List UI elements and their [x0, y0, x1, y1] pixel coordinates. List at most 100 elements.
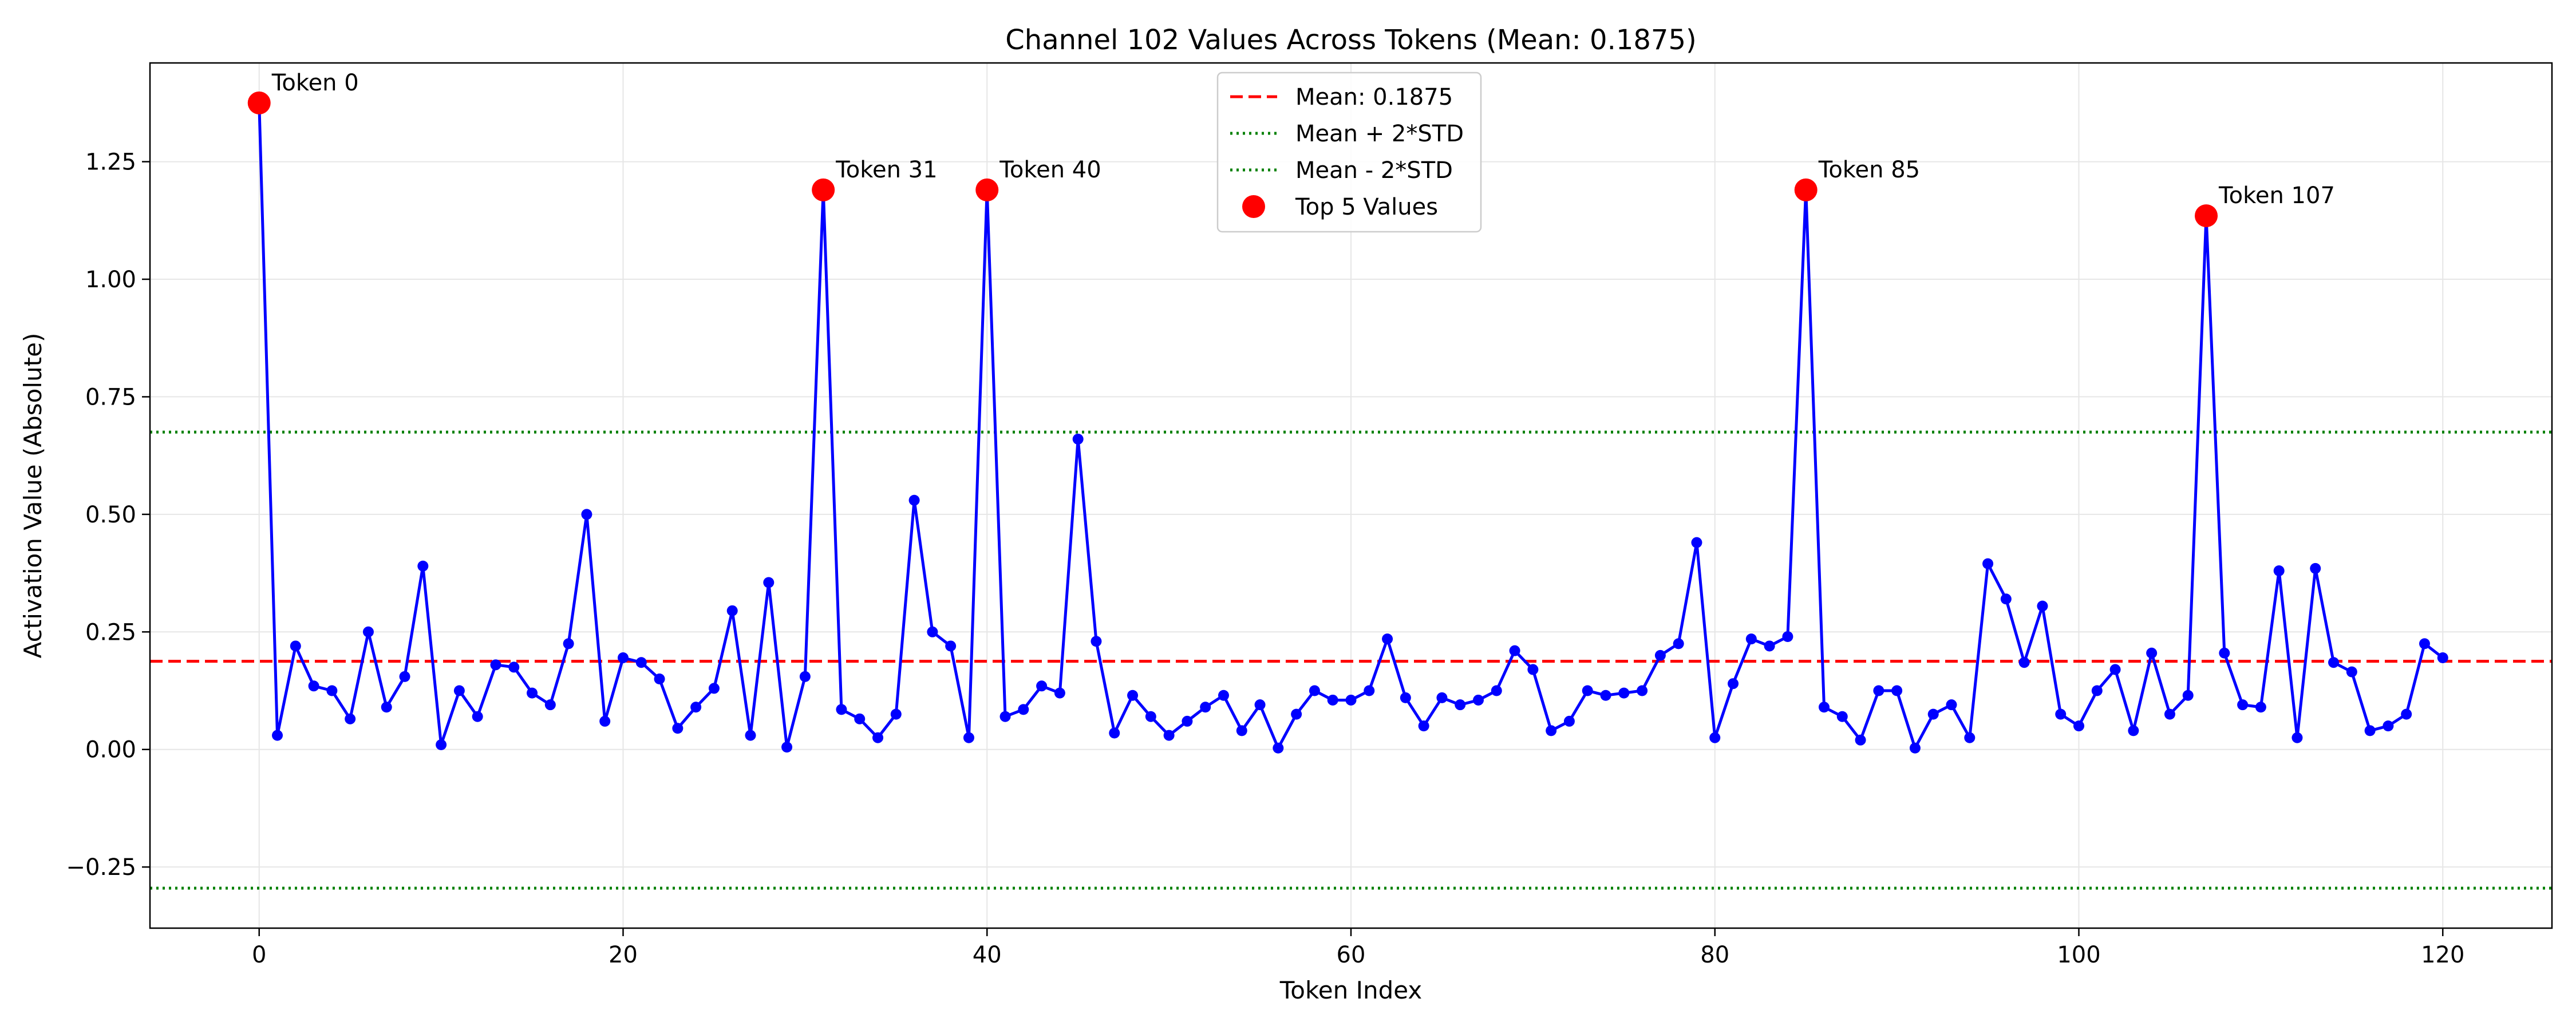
data-point [345, 713, 356, 724]
data-point [1946, 699, 1957, 711]
x-tick-label: 0 [252, 942, 266, 968]
data-point [527, 687, 538, 699]
data-point [1491, 685, 1502, 696]
data-point [2328, 657, 2340, 668]
data-point [2237, 699, 2249, 711]
data-point [1109, 727, 1120, 739]
legend-label: Mean - 2*STD [1295, 157, 1453, 184]
data-point [1291, 708, 1302, 720]
x-tick-label: 40 [973, 942, 1002, 968]
reference-lines [150, 430, 2552, 890]
data-point [1563, 715, 1575, 727]
data-point [2437, 652, 2448, 663]
data-point [672, 723, 683, 734]
data-point [799, 671, 811, 682]
data-point [2037, 600, 2048, 612]
y-tick-label: 0.50 [85, 502, 136, 528]
top-value-label: Token 0 [271, 70, 359, 96]
data-point [1582, 685, 1593, 696]
data-point [1728, 678, 1739, 690]
data-point [1054, 687, 1065, 699]
data-point [2310, 562, 2321, 574]
data-point [617, 652, 629, 663]
data-point [1127, 690, 1139, 701]
data-point [1873, 685, 1884, 696]
data-point [1036, 680, 1048, 692]
data-point [417, 560, 429, 572]
x-tick-label: 60 [1337, 942, 1366, 968]
data-point [1709, 732, 1721, 743]
data-point [2182, 690, 2194, 701]
data-point [945, 640, 957, 652]
top-value-marker [975, 178, 999, 201]
data-point [708, 683, 720, 694]
data-point [399, 671, 410, 682]
data-point [908, 494, 920, 506]
data-point [2164, 708, 2175, 720]
data-point [2419, 638, 2430, 649]
x-tick-label: 120 [2421, 942, 2464, 968]
data-point [854, 713, 866, 724]
x-tick-label: 80 [1700, 942, 1729, 968]
data-point [1673, 638, 1684, 649]
data-point [836, 704, 847, 715]
data-point [1163, 730, 1175, 741]
data-point [1091, 636, 1102, 647]
data-point [690, 702, 702, 713]
data-point [1236, 725, 1247, 736]
data-point [635, 657, 647, 668]
data-point [2364, 725, 2376, 736]
data-point [1455, 699, 1466, 711]
data-point [1691, 537, 1702, 548]
data-point [2255, 702, 2266, 713]
data-point [890, 708, 902, 720]
data-point [1182, 715, 1193, 727]
data-point [763, 577, 775, 588]
legend-label: Mean + 2*STD [1295, 121, 1464, 147]
data-point [2091, 685, 2103, 696]
data-point [1345, 694, 1357, 706]
data-point [1382, 633, 1393, 645]
data-point [745, 730, 756, 741]
data-point [599, 715, 611, 727]
y-tick-label: 0.00 [85, 737, 136, 763]
data-point [1818, 702, 1830, 713]
top-value-label: Token 31 [835, 157, 937, 183]
data-point [1546, 725, 1557, 736]
data-point [999, 711, 1011, 722]
data-point [2000, 593, 2012, 605]
top-value-label: Token 107 [2218, 183, 2335, 209]
data-point [381, 702, 392, 713]
data-point [1145, 711, 1156, 722]
data-point [1745, 633, 1757, 645]
y-tick-label: 1.00 [85, 267, 136, 293]
top-value-label: Token 85 [1818, 157, 1920, 183]
top-values-layer: Token 0 Token 31 Token 40 Token 85 Token 107 [247, 70, 2335, 228]
data-point [290, 640, 301, 652]
data-point [2401, 708, 2412, 720]
data-point [963, 732, 974, 743]
data-point [1618, 687, 1630, 699]
data-point [927, 626, 938, 637]
data-point [2273, 565, 2285, 576]
data-point [1072, 433, 1084, 445]
legend-label: Top 5 Values [1295, 194, 1438, 220]
data-point [1782, 631, 1793, 643]
y-tick-label: 0.25 [85, 619, 136, 645]
legend: Mean: 0.1875 Mean + 2*STD Mean - 2*STD Top … [1216, 72, 1482, 233]
data-point [1654, 649, 1666, 661]
data-point [1400, 692, 1411, 703]
data-point [436, 739, 447, 751]
data-point [308, 680, 319, 692]
chart-title: Channel 102 Values Across Tokens (Mean: … [1005, 24, 1696, 56]
data-point [2128, 725, 2139, 736]
data-point [1909, 742, 1921, 754]
data-point [1473, 694, 1484, 706]
data-point [1600, 690, 1611, 701]
x-axis: 0 20 40 60 80 100 120 [252, 928, 2464, 968]
data-point [1327, 694, 1338, 706]
y-axis-label: Activation Value (Absolute) [19, 333, 47, 659]
data-point [1436, 692, 1448, 703]
series-layer [254, 97, 2448, 754]
